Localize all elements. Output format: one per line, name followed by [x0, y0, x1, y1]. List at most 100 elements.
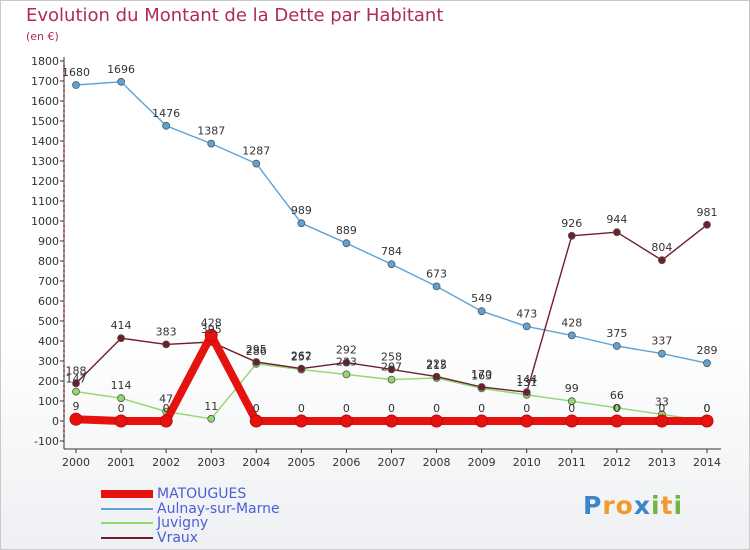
legend-label-matougues: MATOUGUES	[157, 486, 247, 502]
point-vraux	[703, 220, 711, 229]
x-tick-label: 2002	[152, 456, 180, 469]
data-label-aulnay-sur-marne: 473	[516, 307, 537, 320]
point-matougues	[114, 414, 128, 428]
data-label-juvigny: 66	[610, 389, 624, 402]
point-juvigny	[342, 370, 351, 379]
y-axis-ticks: -100 0 100 200 300 400 500 600 700 800 900 1000 1100…	[31, 55, 64, 448]
y-tick-label: 300	[38, 355, 59, 368]
data-labels-layer: 9 0 0 428 0 0 0 0 0 0 0 0 0 0 0 1680 1696 1476 1387 1287 989…	[62, 63, 718, 415]
data-label-aulnay-sur-marne: 889	[336, 224, 357, 237]
point-aulnay-sur-marne	[72, 81, 80, 89]
data-label-juvigny: 286	[246, 345, 267, 358]
legend-label-vraux: Vraux	[157, 529, 199, 546]
y-tick-label: 1500	[31, 115, 59, 128]
data-label-vraux: 170	[471, 368, 492, 381]
y-tick-label: 1200	[31, 175, 59, 188]
data-label-matougues: 0	[118, 402, 125, 415]
point-matougues	[294, 414, 308, 428]
data-label-matougues: 0	[568, 402, 575, 415]
data-label-juvigny: 207	[381, 361, 402, 374]
point-matougues	[610, 414, 624, 428]
logo-letter: x	[633, 491, 651, 520]
point-aulnay-sur-marne	[703, 359, 711, 368]
data-label-matougues: 0	[388, 402, 395, 415]
data-label-vraux: 926	[561, 217, 582, 230]
data-label-aulnay-sur-marne: 1387	[197, 125, 225, 138]
data-label-matougues: 0	[704, 402, 711, 415]
y-tick-label: 600	[38, 295, 59, 308]
point-aulnay-sur-marne	[207, 139, 216, 148]
point-vraux	[477, 383, 486, 391]
legend-swatch-matougues	[101, 490, 153, 499]
axes	[63, 57, 721, 450]
x-tick-label: 2001	[107, 456, 135, 469]
legend-swatch-vraux	[101, 536, 153, 539]
point-vraux	[252, 358, 261, 366]
y-tick-label: 200	[38, 375, 59, 388]
point-vraux	[117, 334, 125, 343]
point-matougues	[339, 414, 353, 428]
data-label-vraux: 804	[651, 241, 672, 254]
data-label-matougues: 9	[73, 400, 80, 413]
data-label-juvigny: 131	[516, 376, 537, 389]
point-aulnay-sur-marne	[117, 77, 125, 86]
point-vraux	[162, 340, 171, 349]
y-tick-label: 1800	[31, 55, 59, 68]
data-label-vraux: 222	[426, 358, 447, 371]
x-tick-label: 2008	[423, 456, 451, 469]
data-label-juvigny: 0	[704, 402, 711, 415]
data-label-vraux: 944	[606, 213, 627, 226]
point-matougues	[159, 414, 173, 428]
data-label-juvigny: 215	[426, 359, 447, 372]
data-label-matougues: 0	[658, 402, 665, 415]
data-label-vraux: 258	[381, 350, 402, 363]
point-aulnay-sur-marne	[387, 260, 396, 269]
point-matougues	[249, 414, 263, 428]
point-aulnay-sur-marne	[612, 342, 621, 350]
data-label-matougues: 0	[343, 402, 350, 415]
data-label-vraux: 188	[66, 364, 87, 377]
point-juvigny	[72, 387, 80, 396]
data-label-aulnay-sur-marne: 289	[697, 344, 718, 357]
data-label-vraux: 395	[201, 323, 222, 336]
point-matougues	[430, 414, 444, 428]
data-label-matougues: 0	[478, 402, 485, 415]
data-label-juvigny: 47	[159, 393, 173, 406]
data-label-aulnay-sur-marne: 784	[381, 245, 402, 258]
point-juvigny	[117, 394, 125, 403]
point-aulnay-sur-marne	[342, 239, 351, 248]
y-tick-label: 1600	[31, 95, 59, 108]
y-tick-label: 400	[38, 335, 59, 348]
point-matougues	[204, 328, 218, 342]
point-vraux	[297, 364, 306, 373]
y-tick-label: 500	[38, 315, 59, 328]
point-vraux	[522, 388, 531, 397]
y-tick-label: 100	[38, 395, 59, 408]
x-axis-ticks: 2000 2001 2002 2003 2004 2005 2006 2007 2008 2009…	[62, 449, 721, 469]
x-tick-label: 2000	[62, 456, 90, 469]
logo-letter: r	[602, 491, 616, 520]
data-label-aulnay-sur-marne: 1696	[107, 63, 135, 76]
x-tick-label: 2005	[287, 456, 315, 469]
data-label-juvigny: 257	[291, 351, 312, 364]
data-label-juvigny: 11	[204, 400, 218, 413]
y-tick-label: 1400	[31, 135, 59, 148]
logo-letter: t	[660, 491, 674, 520]
point-juvigny	[612, 403, 621, 412]
y-tick-label: 0	[52, 415, 59, 428]
data-label-juvigny: 114	[111, 379, 132, 392]
y-tick-label: 900	[38, 235, 59, 248]
y-tick-label: 800	[38, 255, 59, 268]
point-juvigny	[387, 375, 396, 384]
data-label-aulnay-sur-marne: 1680	[62, 66, 90, 79]
point-aulnay-sur-marne	[252, 159, 261, 168]
point-aulnay-sur-marne	[162, 121, 171, 130]
chart-subtitle: (en €)	[26, 30, 59, 43]
proxiti-logo: Proxiti	[583, 491, 683, 520]
y-tick-label: 1700	[31, 75, 59, 88]
point-juvigny	[207, 414, 216, 423]
point-matougues	[520, 414, 534, 428]
series-layer	[69, 77, 714, 428]
data-label-matougues: 0	[253, 402, 260, 415]
